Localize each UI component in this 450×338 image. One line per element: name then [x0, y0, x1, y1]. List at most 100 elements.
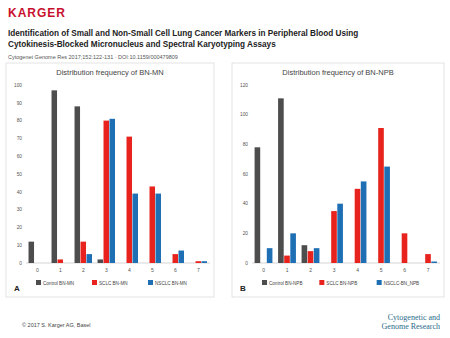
y-tick-label: 100: [240, 112, 248, 117]
publisher: KARGER: [8, 6, 66, 20]
legend-swatch: [319, 280, 324, 285]
legend-swatch: [92, 280, 97, 285]
bar: [132, 194, 138, 263]
bars: [29, 90, 207, 263]
bar: [331, 211, 337, 263]
legend-label: Control BN-NPB: [269, 281, 302, 286]
legend-label: NSCLC BN-MN: [155, 281, 187, 286]
legend-label: NSCLC-BN_NPB: [384, 281, 419, 286]
bar: [58, 259, 64, 263]
title: Identification of Small and Non-Small Ce…: [8, 29, 358, 38]
y-tick-label: 40: [243, 201, 249, 206]
x-tick-label: 4: [356, 267, 359, 273]
x-tick-label: 1: [59, 267, 62, 273]
legend-swatch: [262, 280, 267, 285]
bar: [361, 181, 367, 263]
y-tick-label: 0: [245, 261, 248, 266]
bar: [325, 263, 331, 264]
panel-label: B: [240, 284, 246, 293]
bar: [402, 233, 408, 263]
y-tick-label: 30: [17, 207, 23, 212]
background: [0, 0, 450, 338]
bar: [355, 189, 361, 263]
bar: [419, 263, 425, 264]
copyright: © 2017 S. Karger AG, Basel: [22, 322, 91, 328]
bar: [150, 186, 156, 263]
bar: [178, 251, 184, 263]
bars: [255, 98, 437, 263]
legend-label: SCLC BN-MN: [99, 281, 128, 286]
bar: [290, 233, 296, 263]
bar: [121, 263, 127, 264]
bar: [155, 194, 161, 263]
chart-title: Distribution frequency of BN-NPB: [282, 68, 393, 77]
y-tick-label: 60: [17, 154, 23, 159]
x-tick-label: 6: [403, 267, 406, 273]
chart-frame: [232, 63, 444, 297]
y-tick-label: 50: [17, 172, 23, 177]
bar: [63, 263, 69, 264]
bar: [408, 263, 414, 264]
x-tick-label: 0: [36, 267, 39, 273]
y-tick-label: 80: [17, 118, 23, 123]
panel-label: A: [14, 284, 20, 293]
bar: [86, 254, 92, 263]
bar: [396, 263, 402, 264]
y-tick-label: 20: [243, 231, 249, 236]
bar: [337, 204, 343, 263]
bar: [109, 119, 115, 263]
y-tick-label: 10: [17, 243, 23, 248]
bar: [40, 263, 46, 264]
y-tick-label: 40: [17, 190, 23, 195]
bar: [190, 263, 196, 264]
bar: [75, 106, 81, 263]
legend-label: SCLC BN-NPB: [326, 281, 357, 286]
chart: Distribution frequency of BN-NPB 0 20 40 60 8…: [232, 63, 444, 297]
bar: [372, 263, 378, 264]
x-tick-label: 2: [309, 267, 312, 273]
bar: [308, 251, 314, 263]
x-tick-label: 1: [286, 267, 289, 273]
bar: [167, 263, 173, 264]
y-tick-label: 90: [17, 101, 23, 106]
citation: Cytogenet Genome Res 2017;152:122-131 · …: [8, 54, 178, 60]
x-tick-label: 2: [82, 267, 85, 273]
journal: Genome Research: [382, 322, 440, 331]
y-tick-label: 70: [17, 136, 23, 141]
x-tick-label: 6: [174, 267, 177, 273]
bar: [173, 254, 179, 263]
bar: [29, 242, 35, 263]
bar: [425, 254, 431, 263]
legend-swatch: [36, 280, 41, 285]
bar: [431, 262, 437, 263]
y-tick-label: 100: [14, 83, 22, 88]
x-tick-label: 4: [128, 267, 131, 273]
bar: [104, 121, 110, 263]
x-tick-label: 5: [380, 267, 383, 273]
chart: Distribution frequency of BN-MN010203040…: [6, 63, 214, 297]
y-tick-label: 60: [243, 172, 249, 177]
x-tick-label: 5: [151, 267, 154, 273]
bar: [261, 263, 267, 264]
y-tick-label: 20: [17, 225, 23, 230]
bar: [35, 263, 41, 264]
x-tick-label: 7: [197, 267, 200, 273]
legend-swatch: [148, 280, 153, 285]
bar: [255, 147, 261, 263]
chart-frame: [6, 63, 214, 297]
x-tick-label: 3: [105, 267, 108, 273]
bar: [52, 90, 58, 263]
bar: [144, 263, 150, 264]
bar: [314, 248, 320, 263]
y-tick-label: 80: [243, 142, 249, 147]
page: KARGER Identification of Small and Non-Sm…: [0, 0, 450, 338]
journal: Cytogenetic and: [388, 313, 440, 322]
y-tick-label: 0: [19, 261, 22, 266]
bar: [201, 261, 207, 263]
bar: [98, 259, 104, 263]
bar: [127, 137, 133, 263]
bar: [384, 167, 390, 263]
bar: [349, 263, 355, 264]
y-tick-label: 120: [240, 83, 248, 88]
bar: [267, 248, 273, 263]
